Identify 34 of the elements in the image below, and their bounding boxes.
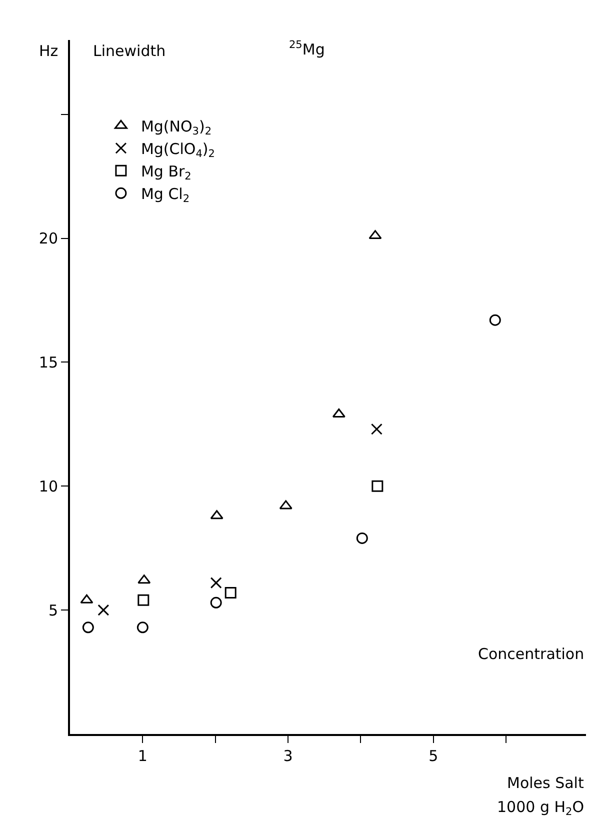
- legend-label: Mg(NO$_{3}$)$_{2}$: [140, 118, 212, 138]
- y-axis-title: Linewidth: [93, 42, 166, 60]
- point: [332, 408, 346, 418]
- point: [80, 594, 94, 604]
- point: [138, 574, 151, 584]
- x-tick-label: 1: [138, 747, 148, 765]
- y-tick-label: 15: [38, 353, 58, 372]
- y-tick-label: 20: [38, 230, 58, 248]
- point: [370, 423, 382, 435]
- text: 1000 g H$_{2}$O: [497, 798, 584, 818]
- point: [368, 230, 382, 240]
- point: [82, 622, 94, 634]
- point: [279, 500, 292, 510]
- point: [224, 586, 236, 598]
- x-axis-title: Concentration: [478, 645, 584, 663]
- y-tick-label: 5: [48, 601, 58, 620]
- x-tick-label: 5: [428, 747, 438, 765]
- text: Moles Salt: [507, 774, 584, 792]
- point: [210, 510, 224, 520]
- y-tick-label: 10: [38, 477, 58, 496]
- point: [489, 314, 501, 326]
- point: [138, 594, 150, 606]
- x-tick-label: 3: [283, 747, 293, 765]
- point: [210, 596, 222, 608]
- point: [98, 604, 110, 616]
- chart-title: $^{25}$Mg: [289, 39, 325, 58]
- point: [356, 532, 368, 544]
- legend-label: Mg Cl$_{2}$: [140, 185, 190, 206]
- text: Hz: [39, 42, 58, 60]
- legend-label: Mg(ClO$_{4}$)$_{2}$: [140, 140, 215, 160]
- point: [210, 577, 222, 589]
- point: [136, 622, 148, 634]
- legend-label: Mg Br$_{2}$: [140, 162, 192, 183]
- point: [372, 480, 384, 492]
